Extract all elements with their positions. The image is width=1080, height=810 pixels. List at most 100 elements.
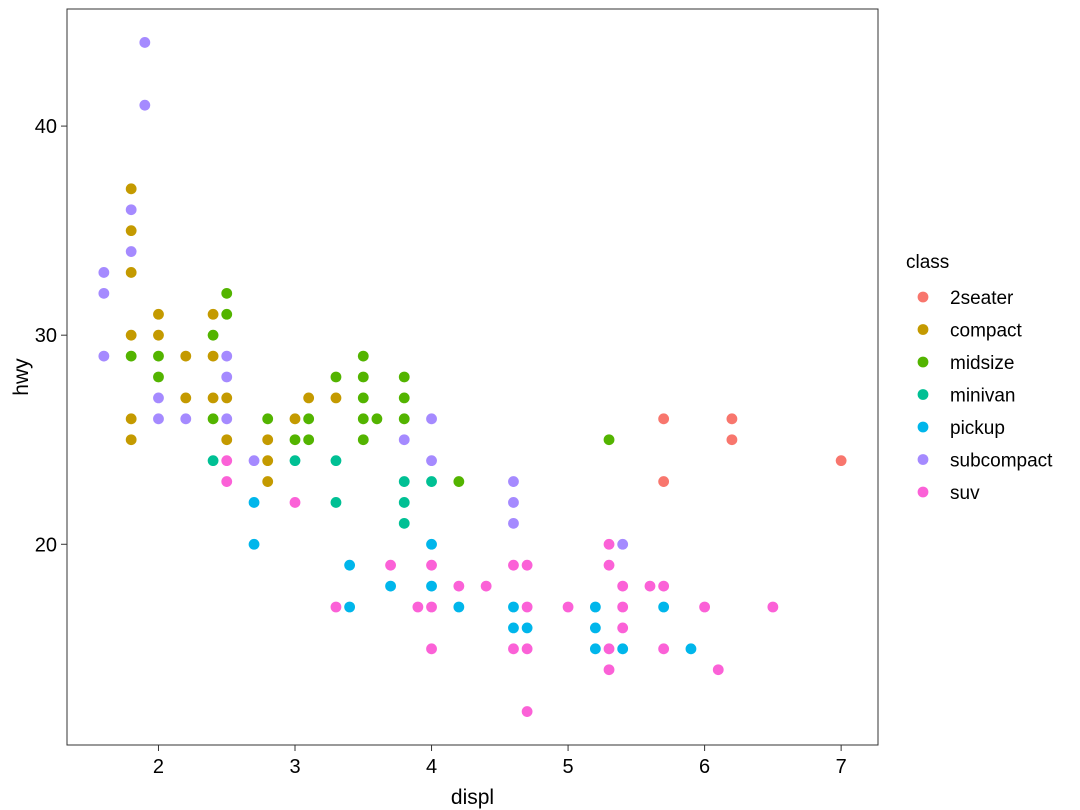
data-point-minivan (426, 476, 437, 487)
data-point-midsize (207, 329, 219, 341)
data-point-pickup (658, 601, 670, 613)
data-point-midsize (603, 434, 615, 446)
data-point-compact (125, 183, 137, 195)
data-point-minivan (207, 455, 219, 467)
data-point-subcompact (221, 371, 233, 383)
data-point-2seater (658, 413, 670, 425)
data-point-suv (453, 580, 465, 592)
x-tick-label: 3 (289, 756, 300, 778)
data-point-suv (521, 643, 533, 655)
data-point-suv (480, 580, 492, 592)
data-point-compact (153, 329, 164, 341)
data-point-2seater (658, 476, 670, 487)
y-axis-title: hwy (10, 358, 33, 396)
data-point-subcompact (139, 99, 151, 111)
x-axis: 2 3 4 5 6 7 (153, 745, 847, 778)
data-point-suv (658, 643, 670, 655)
data-point-suv (426, 643, 437, 655)
data-point-midsize (303, 413, 315, 425)
data-point-suv (699, 601, 711, 613)
data-point-midsize (453, 476, 465, 487)
data-point-pickup (385, 580, 396, 592)
data-point-midsize (221, 287, 233, 299)
data-point-minivan (398, 497, 410, 508)
data-point-pickup (344, 559, 356, 571)
data-point-subcompact (617, 538, 629, 550)
data-point-suv (508, 559, 519, 571)
data-point-suv (426, 601, 437, 613)
points-layer (98, 37, 847, 717)
x-tick-label: 7 (836, 756, 847, 778)
data-point-suv (603, 643, 615, 655)
data-point-pickup (589, 622, 601, 634)
legend-key-midsize (917, 356, 929, 368)
plot-panel (66, 8, 879, 746)
data-point-subcompact (98, 287, 110, 299)
x-tick-label: 5 (563, 756, 574, 778)
legend-key-minivan (917, 389, 929, 400)
legend-key-pickup (917, 421, 929, 433)
data-point-subcompact (426, 455, 437, 467)
data-point-midsize (398, 392, 410, 404)
legend-label-suv: suv (950, 483, 980, 504)
data-point-suv (426, 559, 437, 571)
data-point-suv (508, 643, 519, 655)
data-point-midsize (357, 413, 369, 425)
data-point-suv (617, 601, 629, 613)
data-point-subcompact (508, 497, 519, 508)
data-point-compact (330, 392, 342, 404)
data-point-midsize (398, 371, 410, 383)
data-point-suv (385, 559, 396, 571)
data-point-minivan (398, 517, 410, 529)
data-point-midsize (153, 350, 164, 362)
data-point-suv (221, 455, 233, 467)
data-point-pickup (426, 538, 437, 550)
data-point-subcompact (508, 476, 519, 487)
data-point-subcompact (221, 413, 233, 425)
data-point-subcompact (98, 350, 110, 362)
data-point-suv (603, 538, 615, 550)
data-point-compact (262, 476, 274, 487)
data-point-suv (221, 476, 233, 487)
data-point-suv (603, 664, 615, 676)
data-point-pickup (617, 643, 629, 655)
data-point-compact (207, 308, 219, 320)
data-point-suv (712, 664, 724, 676)
data-point-subcompact (426, 413, 437, 425)
data-point-subcompact (98, 267, 110, 278)
y-tick-label: 20 (35, 534, 57, 556)
legend-label-midsize: midsize (950, 353, 1014, 374)
data-point-midsize (153, 371, 164, 383)
data-point-midsize (289, 434, 301, 446)
legend-key-subcompact (917, 454, 929, 465)
data-point-subcompact (125, 204, 137, 216)
data-point-compact (153, 308, 164, 320)
data-point-pickup (426, 580, 437, 592)
data-point-subcompact (248, 455, 260, 467)
data-point-midsize (357, 350, 369, 362)
x-tick-label: 2 (153, 756, 164, 778)
data-point-suv (658, 580, 670, 592)
data-point-pickup (521, 622, 533, 634)
data-point-suv (412, 601, 424, 613)
data-point-minivan (289, 455, 301, 467)
data-point-midsize (330, 371, 342, 383)
data-point-suv (521, 559, 533, 571)
data-point-suv (521, 706, 533, 717)
data-point-subcompact (153, 392, 164, 404)
y-tick-label: 40 (35, 116, 57, 138)
legend: class 2seater compact midsize minivan pickup… (906, 252, 1053, 504)
data-point-midsize (357, 392, 369, 404)
data-point-suv (289, 497, 301, 508)
data-point-compact (221, 392, 233, 404)
data-point-suv (562, 601, 574, 613)
data-point-compact (180, 350, 192, 362)
data-point-pickup (589, 601, 601, 613)
data-point-compact (221, 434, 233, 446)
data-point-subcompact (125, 246, 137, 257)
data-point-suv (617, 580, 629, 592)
legend-label-compact: compact (950, 321, 1023, 342)
data-point-subcompact (180, 413, 192, 425)
y-axis: 20 30 40 (35, 116, 67, 556)
